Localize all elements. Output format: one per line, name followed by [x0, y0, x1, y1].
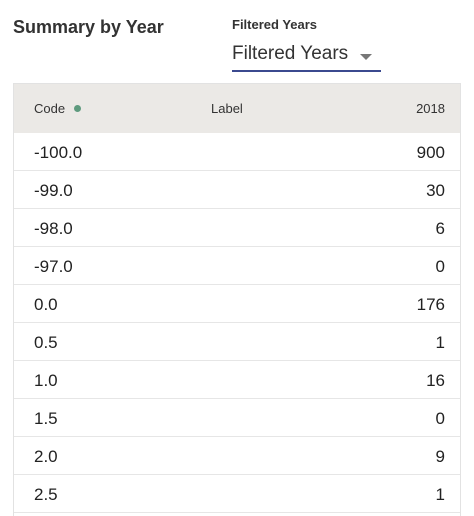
cell-code: -100.0: [34, 143, 83, 162]
table-row: -99.0 30: [14, 171, 460, 209]
cell-code: 0.0: [34, 295, 58, 314]
cell-code: 1.0: [34, 371, 58, 390]
dropdown-selected-value: Filtered Years: [232, 43, 349, 64]
status-dot-icon: [74, 105, 82, 112]
column-header-code-label: Code: [34, 101, 66, 116]
cell-code: -99.0: [34, 181, 73, 200]
cell-code: 2.0: [34, 447, 58, 466]
cell-code: 0.5: [34, 333, 58, 352]
cell-value: 16: [426, 371, 445, 390]
cell-value: 0: [435, 409, 445, 428]
column-header-code[interactable]: Code: [34, 100, 82, 117]
table-row: 2.0 9: [14, 437, 460, 475]
summary-table: Code Label 2018 -100.0 900 -99.0 30 -98.…: [13, 83, 461, 516]
cell-value: 900: [416, 143, 445, 162]
chevron-down-icon: [360, 54, 372, 60]
cell-code: 1.5: [34, 409, 58, 428]
table-row: 1.0 16: [14, 361, 460, 399]
column-header-label: Label: [211, 101, 243, 116]
cell-code: -97.0: [34, 257, 73, 276]
table-row: -98.0 6: [14, 209, 460, 247]
cell-value: 6: [435, 219, 445, 238]
cell-code: -98.0: [34, 219, 73, 238]
table-row: 1.5 0: [14, 399, 460, 437]
table-row: 0.0 176: [14, 285, 460, 323]
cell-value: 1: [435, 485, 445, 504]
cell-value: 30: [426, 181, 445, 200]
table-row: -97.0 0: [14, 247, 460, 285]
cell-value: 0: [435, 257, 445, 276]
section-title: Summary by Year: [13, 17, 164, 37]
column-header-year: 2018: [416, 101, 445, 116]
table-row: -100.0 900: [14, 133, 460, 171]
filtered-years-dropdown[interactable]: Filtered Years: [232, 40, 381, 72]
cell-code: 2.5: [34, 485, 58, 504]
table-header: Code Label 2018: [14, 84, 460, 133]
cell-value: 9: [435, 447, 445, 466]
cell-value: 1: [435, 333, 445, 352]
filter-label: Filtered Years: [232, 17, 318, 32]
cell-value: 176: [416, 295, 445, 314]
table-row: 0.5 1: [14, 323, 460, 361]
table-row: 2.5 1: [14, 475, 460, 513]
